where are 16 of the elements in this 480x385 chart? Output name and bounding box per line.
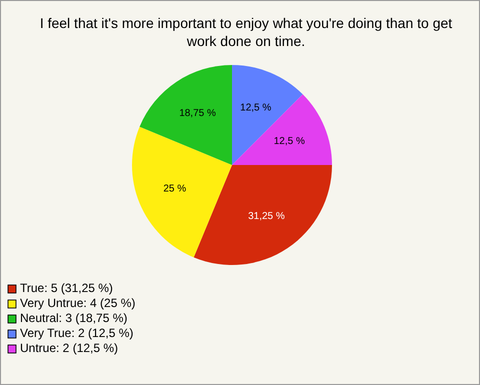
pie-slice: [232, 94, 332, 165]
pie-slice: [132, 126, 232, 258]
legend-label: Very True: 2 (12,5 %): [20, 326, 134, 340]
legend-label: Neutral: 3 (18,75 %): [20, 311, 128, 326]
data-label: 18,75 %: [179, 108, 216, 120]
legend-label: Very Untrue: 4 (25 %): [20, 296, 136, 310]
data-label: 25 %: [163, 183, 186, 194]
data-label: 31,25 %: [248, 211, 285, 222]
pie-slice: [232, 65, 303, 165]
data-label: 12,5 %: [240, 102, 272, 114]
data-label: 12,5 %: [274, 136, 305, 147]
legend-label: True: 5 (31,25 %): [20, 281, 113, 296]
pie-slice: [140, 65, 232, 165]
chart-title: I feel that it's more important to enjoy what you're doing than to get work done on time.: [40, 15, 452, 49]
legend-label: Untrue: 2 (12,5 %): [20, 341, 118, 356]
pie-slice: [194, 165, 332, 265]
